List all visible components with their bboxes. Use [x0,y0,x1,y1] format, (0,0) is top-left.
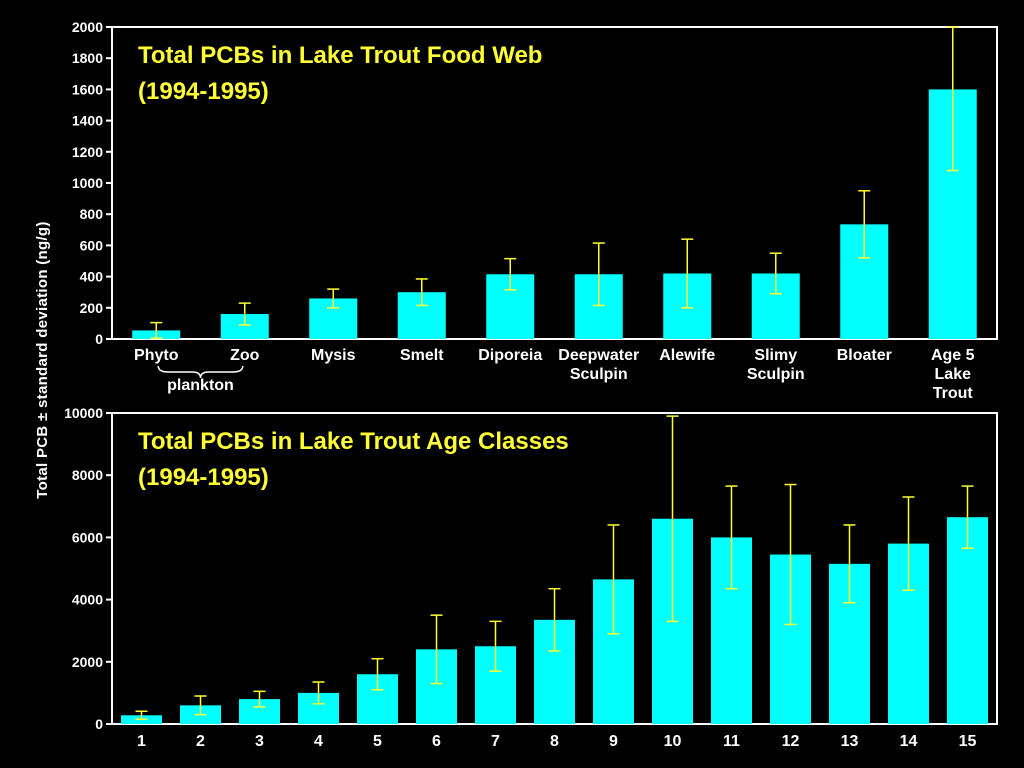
category-label: 7 [491,733,500,750]
chart-subtitle: (1994-1995) [138,464,269,491]
y-tick-label: 1400 [72,113,103,129]
category-label: Slimy [754,347,797,364]
plankton-brace [157,365,244,379]
bar [947,517,988,724]
food-web-panel: 0 200 400 600 800 1000 1200 1400 1600 1800 2000 Phy… [72,19,998,402]
category-label: 14 [900,733,918,750]
y-tick-label: 1000 [72,175,103,191]
category-label: Trout [933,385,974,402]
category-label: 15 [959,733,977,750]
chart-title: Total PCBs in Lake Trout Food Web [138,42,542,69]
category-label: Mysis [311,347,356,364]
category-label: 3 [255,733,264,750]
category-label: 4 [314,733,323,750]
y-tick-label: 0 [95,331,103,347]
y-tick-label: 8000 [72,467,103,483]
y-axis-label: Total PCB ± standard deviation (ng/g) [34,221,51,498]
y-tick-label: 1800 [72,50,103,66]
category-label: Smelt [400,347,444,364]
category-label: Phyto [134,347,179,364]
category-label: 5 [373,733,382,750]
category-label: Deepwater [558,347,639,364]
category-label: 8 [550,733,559,750]
y-tick-label: 2000 [72,19,103,35]
category-label: Lake [935,366,972,383]
y-tick-label: 4000 [72,592,103,608]
category-label: Sculpin [747,366,805,383]
y-tick-label: 400 [80,269,104,285]
y-tick-label: 10000 [64,405,103,421]
category-label: Sculpin [570,366,628,383]
chart-title: Total PCBs in Lake Trout Age Classes [138,428,569,455]
category-label: 10 [664,733,682,750]
y-tick-label: 800 [80,206,104,222]
group-label: plankton [167,377,234,394]
category-label: Bloater [837,347,892,364]
category-label: 11 [723,733,740,750]
category-label: Diporeia [478,347,542,364]
category-label: Age 5 [931,347,975,364]
y-tick-label: 200 [80,300,104,316]
y-tick-label: 1600 [72,81,103,97]
category-label: Alewife [659,347,715,364]
category-label: Zoo [230,347,260,364]
y-tick-label: 600 [80,237,104,253]
y-tick-label: 6000 [72,529,103,545]
chart-subtitle: (1994-1995) [138,78,269,105]
category-label: 1 [137,733,146,750]
y-tick-label: 0 [95,716,103,732]
y-tick-label: 1200 [72,144,103,160]
category-label: 2 [196,733,205,750]
category-label: 9 [609,733,618,750]
category-label: 12 [782,733,800,750]
y-tick-label: 2000 [72,654,103,670]
category-label: 6 [432,733,441,750]
category-label: 13 [841,733,859,750]
